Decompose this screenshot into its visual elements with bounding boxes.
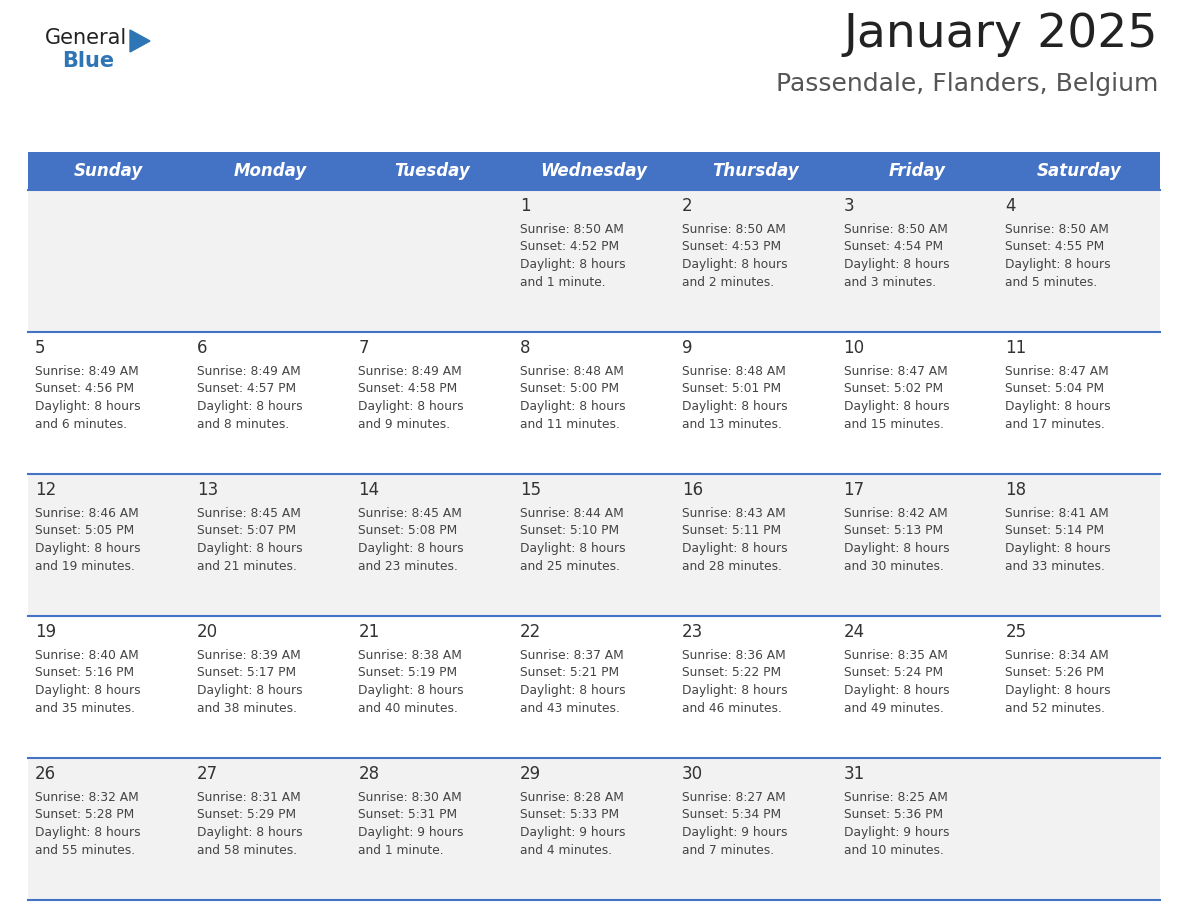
Text: 4: 4 (1005, 197, 1016, 215)
Text: Sunrise: 8:50 AM
Sunset: 4:54 PM
Daylight: 8 hours
and 3 minutes.: Sunrise: 8:50 AM Sunset: 4:54 PM Dayligh… (843, 223, 949, 288)
Text: Sunrise: 8:39 AM
Sunset: 5:17 PM
Daylight: 8 hours
and 38 minutes.: Sunrise: 8:39 AM Sunset: 5:17 PM Dayligh… (197, 649, 302, 714)
Text: Thursday: Thursday (713, 162, 800, 180)
Text: 17: 17 (843, 481, 865, 499)
Text: 9: 9 (682, 339, 693, 357)
Text: 30: 30 (682, 765, 703, 783)
Text: 8: 8 (520, 339, 531, 357)
Text: Sunrise: 8:48 AM
Sunset: 5:01 PM
Daylight: 8 hours
and 13 minutes.: Sunrise: 8:48 AM Sunset: 5:01 PM Dayligh… (682, 365, 788, 431)
Text: Sunrise: 8:35 AM
Sunset: 5:24 PM
Daylight: 8 hours
and 49 minutes.: Sunrise: 8:35 AM Sunset: 5:24 PM Dayligh… (843, 649, 949, 714)
Text: Sunrise: 8:30 AM
Sunset: 5:31 PM
Daylight: 9 hours
and 1 minute.: Sunrise: 8:30 AM Sunset: 5:31 PM Dayligh… (359, 791, 465, 856)
Text: Sunday: Sunday (74, 162, 144, 180)
Text: 23: 23 (682, 623, 703, 641)
Text: Sunrise: 8:41 AM
Sunset: 5:14 PM
Daylight: 8 hours
and 33 minutes.: Sunrise: 8:41 AM Sunset: 5:14 PM Dayligh… (1005, 507, 1111, 573)
Text: 22: 22 (520, 623, 542, 641)
Text: Saturday: Saturday (1037, 162, 1121, 180)
Text: Sunrise: 8:49 AM
Sunset: 4:57 PM
Daylight: 8 hours
and 8 minutes.: Sunrise: 8:49 AM Sunset: 4:57 PM Dayligh… (197, 365, 302, 431)
Text: Sunrise: 8:38 AM
Sunset: 5:19 PM
Daylight: 8 hours
and 40 minutes.: Sunrise: 8:38 AM Sunset: 5:19 PM Dayligh… (359, 649, 465, 714)
Text: Sunrise: 8:40 AM
Sunset: 5:16 PM
Daylight: 8 hours
and 35 minutes.: Sunrise: 8:40 AM Sunset: 5:16 PM Dayligh… (34, 649, 140, 714)
Text: 27: 27 (197, 765, 217, 783)
Text: 18: 18 (1005, 481, 1026, 499)
Text: Sunrise: 8:34 AM
Sunset: 5:26 PM
Daylight: 8 hours
and 52 minutes.: Sunrise: 8:34 AM Sunset: 5:26 PM Dayligh… (1005, 649, 1111, 714)
Bar (29, 152, 1159, 190)
Text: 10: 10 (843, 339, 865, 357)
Text: Sunrise: 8:48 AM
Sunset: 5:00 PM
Daylight: 8 hours
and 11 minutes.: Sunrise: 8:48 AM Sunset: 5:00 PM Dayligh… (520, 365, 626, 431)
Text: Sunrise: 8:43 AM
Sunset: 5:11 PM
Daylight: 8 hours
and 28 minutes.: Sunrise: 8:43 AM Sunset: 5:11 PM Dayligh… (682, 507, 788, 573)
Text: Monday: Monday (234, 162, 308, 180)
Text: 25: 25 (1005, 623, 1026, 641)
Text: Sunrise: 8:50 AM
Sunset: 4:55 PM
Daylight: 8 hours
and 5 minutes.: Sunrise: 8:50 AM Sunset: 4:55 PM Dayligh… (1005, 223, 1111, 288)
Text: 28: 28 (359, 765, 379, 783)
Text: Sunrise: 8:50 AM
Sunset: 4:52 PM
Daylight: 8 hours
and 1 minute.: Sunrise: 8:50 AM Sunset: 4:52 PM Dayligh… (520, 223, 626, 288)
Text: 31: 31 (843, 765, 865, 783)
Text: Sunrise: 8:49 AM
Sunset: 4:56 PM
Daylight: 8 hours
and 6 minutes.: Sunrise: 8:49 AM Sunset: 4:56 PM Dayligh… (34, 365, 140, 431)
Text: General: General (45, 28, 127, 48)
Text: 3: 3 (843, 197, 854, 215)
Text: 24: 24 (843, 623, 865, 641)
Text: Sunrise: 8:46 AM
Sunset: 5:05 PM
Daylight: 8 hours
and 19 minutes.: Sunrise: 8:46 AM Sunset: 5:05 PM Dayligh… (34, 507, 140, 573)
Text: 16: 16 (682, 481, 703, 499)
Text: Sunrise: 8:31 AM
Sunset: 5:29 PM
Daylight: 8 hours
and 58 minutes.: Sunrise: 8:31 AM Sunset: 5:29 PM Dayligh… (197, 791, 302, 856)
Text: 6: 6 (197, 339, 207, 357)
Text: 29: 29 (520, 765, 542, 783)
Text: Sunrise: 8:45 AM
Sunset: 5:08 PM
Daylight: 8 hours
and 23 minutes.: Sunrise: 8:45 AM Sunset: 5:08 PM Dayligh… (359, 507, 465, 573)
Text: Sunrise: 8:45 AM
Sunset: 5:07 PM
Daylight: 8 hours
and 21 minutes.: Sunrise: 8:45 AM Sunset: 5:07 PM Dayligh… (197, 507, 302, 573)
Text: Sunrise: 8:44 AM
Sunset: 5:10 PM
Daylight: 8 hours
and 25 minutes.: Sunrise: 8:44 AM Sunset: 5:10 PM Dayligh… (520, 507, 626, 573)
Bar (29, 190, 1159, 332)
Text: January 2025: January 2025 (843, 12, 1158, 57)
Text: 12: 12 (34, 481, 56, 499)
Text: 2: 2 (682, 197, 693, 215)
Text: Tuesday: Tuesday (394, 162, 470, 180)
Text: Sunrise: 8:36 AM
Sunset: 5:22 PM
Daylight: 8 hours
and 46 minutes.: Sunrise: 8:36 AM Sunset: 5:22 PM Dayligh… (682, 649, 788, 714)
Text: Sunrise: 8:49 AM
Sunset: 4:58 PM
Daylight: 8 hours
and 9 minutes.: Sunrise: 8:49 AM Sunset: 4:58 PM Dayligh… (359, 365, 465, 431)
Bar (29, 474, 1159, 616)
Text: Wednesday: Wednesday (541, 162, 647, 180)
Text: Friday: Friday (889, 162, 946, 180)
Bar (29, 332, 1159, 474)
Text: Sunrise: 8:47 AM
Sunset: 5:02 PM
Daylight: 8 hours
and 15 minutes.: Sunrise: 8:47 AM Sunset: 5:02 PM Dayligh… (843, 365, 949, 431)
Text: Sunrise: 8:27 AM
Sunset: 5:34 PM
Daylight: 9 hours
and 7 minutes.: Sunrise: 8:27 AM Sunset: 5:34 PM Dayligh… (682, 791, 788, 856)
Text: Sunrise: 8:47 AM
Sunset: 5:04 PM
Daylight: 8 hours
and 17 minutes.: Sunrise: 8:47 AM Sunset: 5:04 PM Dayligh… (1005, 365, 1111, 431)
Text: 11: 11 (1005, 339, 1026, 357)
Polygon shape (129, 30, 150, 52)
Text: Sunrise: 8:50 AM
Sunset: 4:53 PM
Daylight: 8 hours
and 2 minutes.: Sunrise: 8:50 AM Sunset: 4:53 PM Dayligh… (682, 223, 788, 288)
Text: 20: 20 (197, 623, 217, 641)
Bar (29, 758, 1159, 900)
Text: 5: 5 (34, 339, 45, 357)
Text: Blue: Blue (62, 51, 114, 71)
Text: 1: 1 (520, 197, 531, 215)
Text: 15: 15 (520, 481, 542, 499)
Text: 13: 13 (197, 481, 217, 499)
Text: Sunrise: 8:37 AM
Sunset: 5:21 PM
Daylight: 8 hours
and 43 minutes.: Sunrise: 8:37 AM Sunset: 5:21 PM Dayligh… (520, 649, 626, 714)
Text: 7: 7 (359, 339, 369, 357)
Bar (29, 616, 1159, 758)
Text: 19: 19 (34, 623, 56, 641)
Text: Sunrise: 8:42 AM
Sunset: 5:13 PM
Daylight: 8 hours
and 30 minutes.: Sunrise: 8:42 AM Sunset: 5:13 PM Dayligh… (843, 507, 949, 573)
Text: 14: 14 (359, 481, 379, 499)
Text: 21: 21 (359, 623, 380, 641)
Text: Sunrise: 8:28 AM
Sunset: 5:33 PM
Daylight: 9 hours
and 4 minutes.: Sunrise: 8:28 AM Sunset: 5:33 PM Dayligh… (520, 791, 626, 856)
Text: Sunrise: 8:25 AM
Sunset: 5:36 PM
Daylight: 9 hours
and 10 minutes.: Sunrise: 8:25 AM Sunset: 5:36 PM Dayligh… (843, 791, 949, 856)
Text: Sunrise: 8:32 AM
Sunset: 5:28 PM
Daylight: 8 hours
and 55 minutes.: Sunrise: 8:32 AM Sunset: 5:28 PM Dayligh… (34, 791, 140, 856)
Text: 26: 26 (34, 765, 56, 783)
Text: Passendale, Flanders, Belgium: Passendale, Flanders, Belgium (776, 72, 1158, 96)
